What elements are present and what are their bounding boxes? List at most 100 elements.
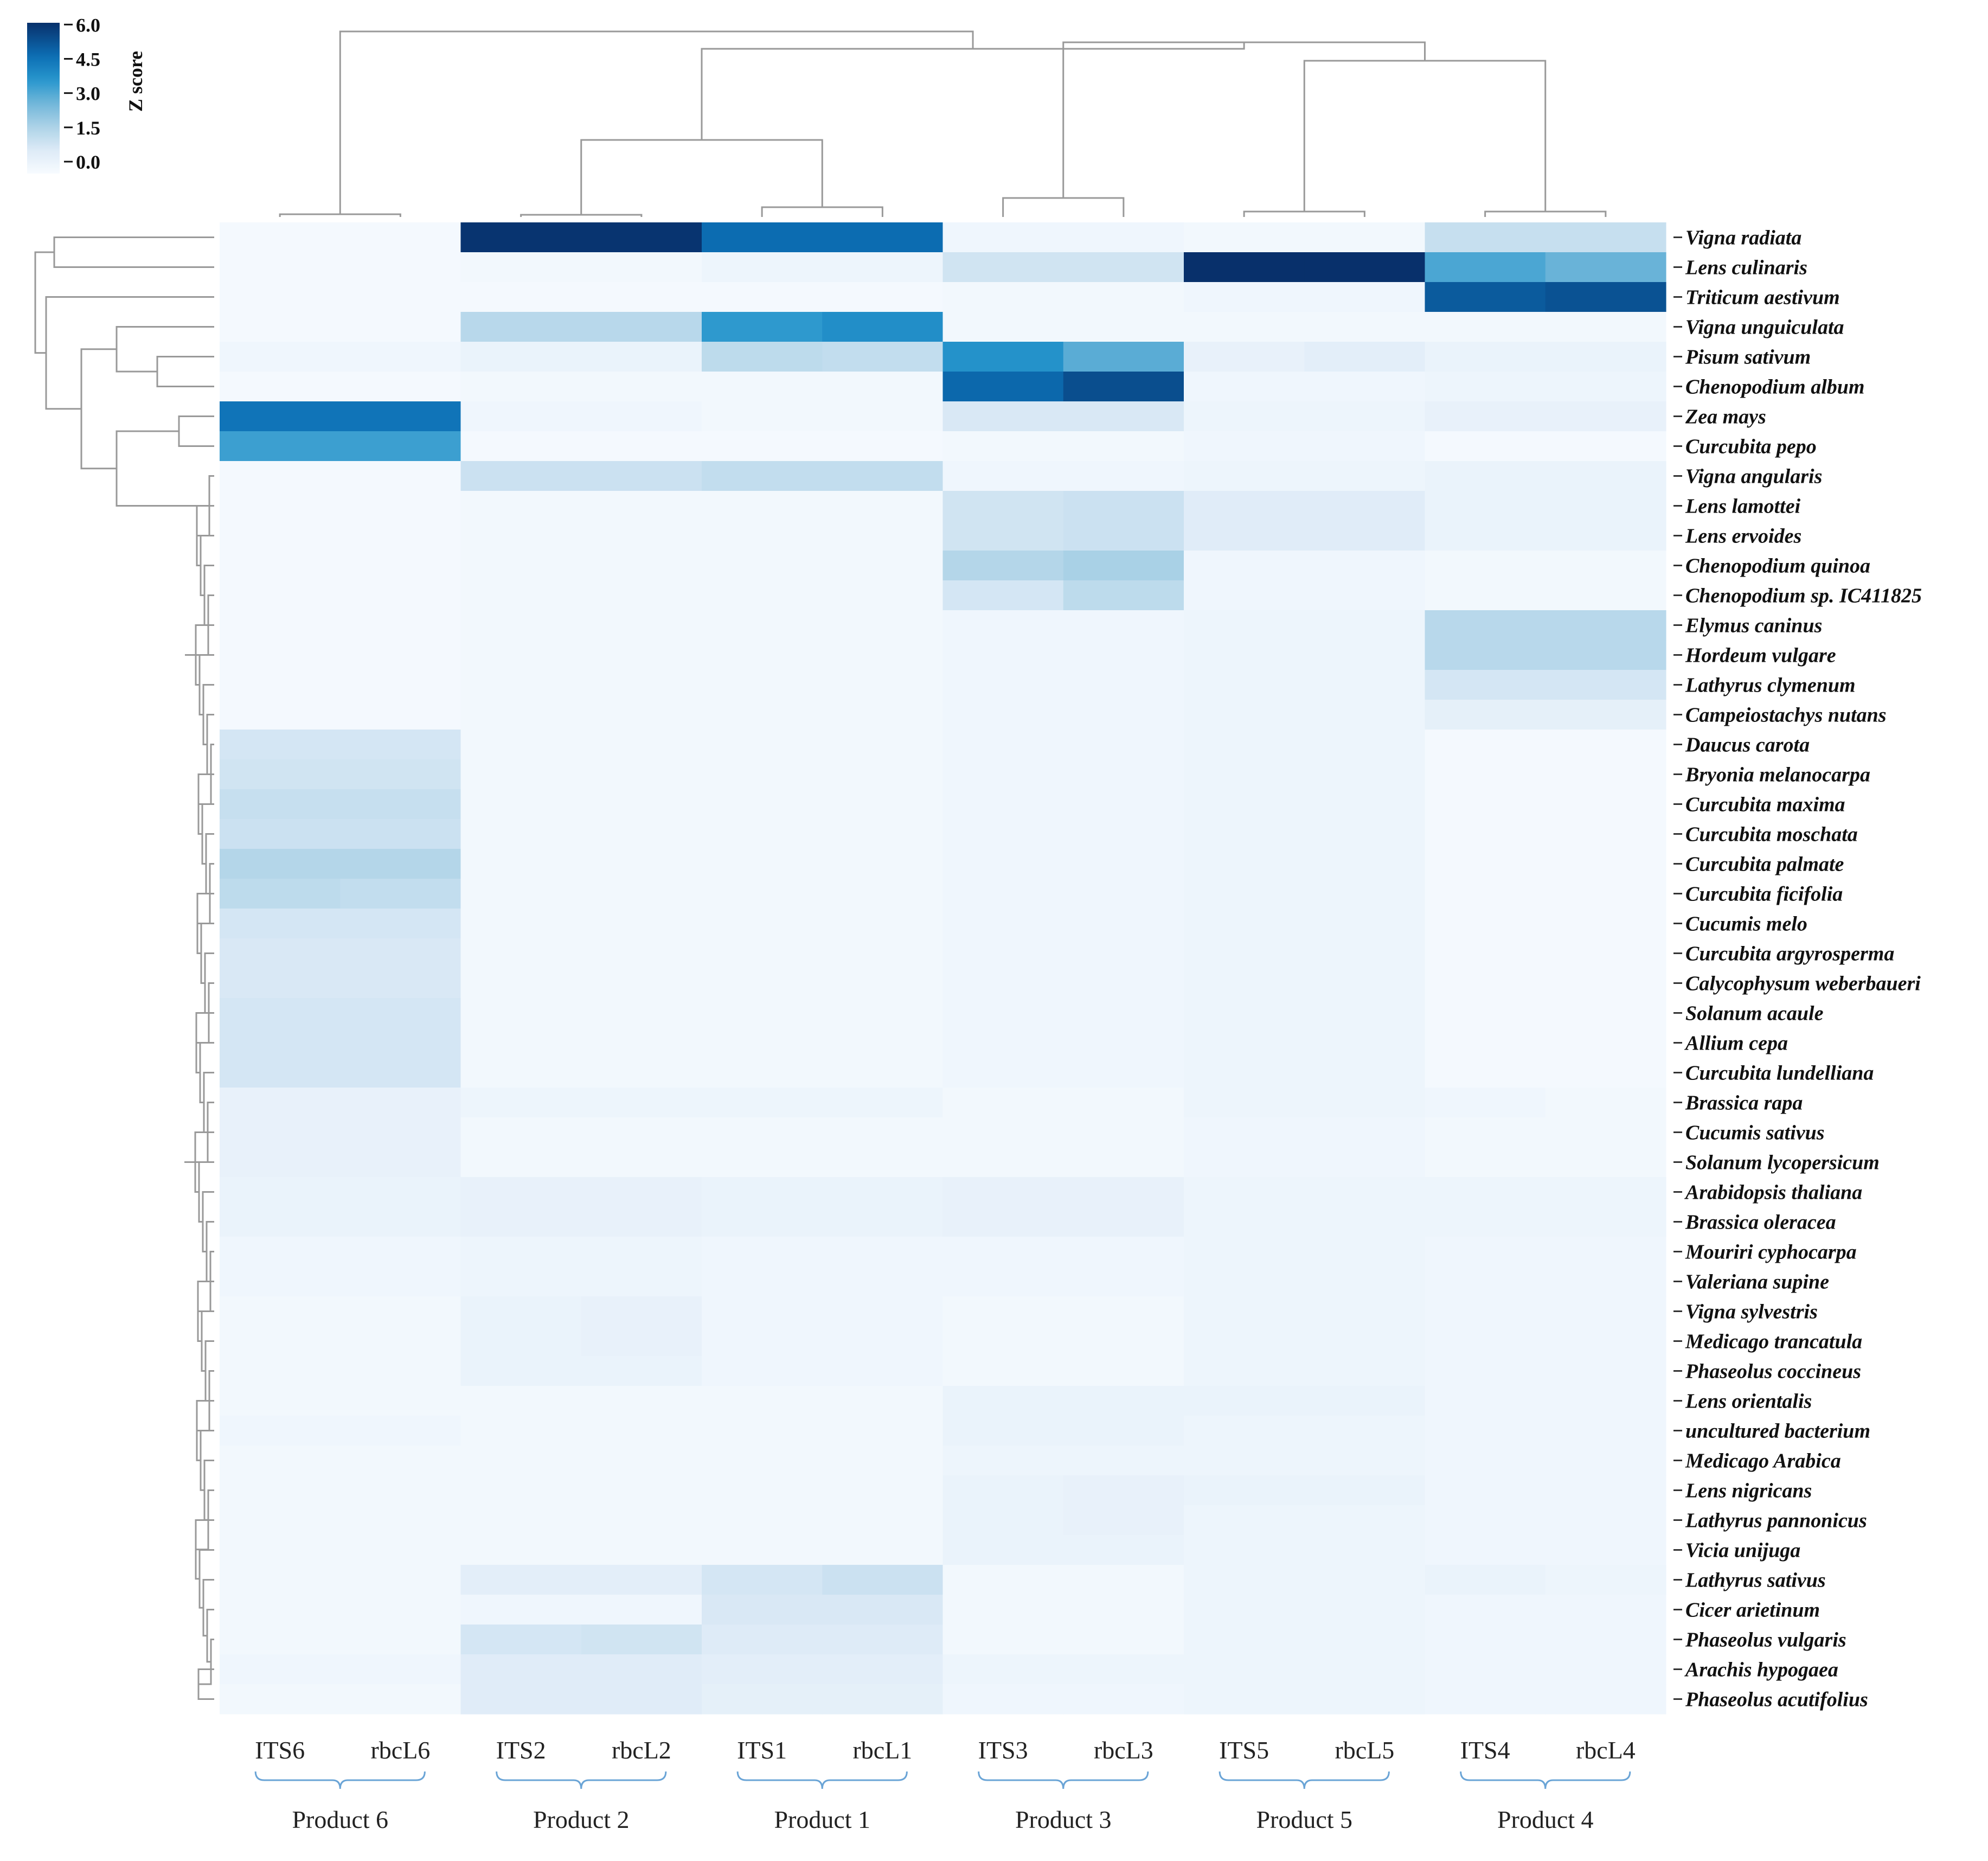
heatmap-cell-chenopodium-quinoa-its1	[702, 551, 823, 581]
heatmap-cell-chenopodium-album-rbcl2	[581, 372, 702, 402]
heatmap-cell-phaseolus-coccineus-rbcl2	[581, 1356, 702, 1386]
heatmap-cell-lathyrus-sativus-rbcl3	[1063, 1565, 1184, 1595]
group-label: Product 5	[1256, 1806, 1352, 1833]
heatmap-cell-chenopodium-album-its5	[1184, 372, 1305, 402]
heatmap-cell-bryonia-melanocarpa-rbcl1	[822, 759, 944, 790]
heatmap-cell-lens-culinaris-rbcl6	[340, 252, 461, 283]
heatmap-cell-solanum-lycopersicum-its5	[1184, 1147, 1305, 1178]
heatmap-cell-arachis-hypogaea-rbcl2	[581, 1654, 702, 1685]
heatmap-cell-curcubita-argyrosperma-rbcl6	[340, 938, 461, 969]
heatmap-cell-curcubita-palmate-its1	[702, 849, 823, 879]
heatmap-cell-curcubita-moschata-its5	[1184, 819, 1305, 849]
row-labels: Vigna radiata Lens culinaris Triticum aest…	[1673, 227, 1922, 1711]
heatmap-cell-solanum-lycopersicum-its4	[1425, 1147, 1546, 1178]
heatmap-cell-triticum-aestivum-rbcl3	[1063, 282, 1184, 312]
heatmap-cell-lathyrus-clymenum-rbcl5	[1304, 670, 1426, 700]
heatmap-cell-calycophysum-weberbaueri-its4	[1425, 968, 1546, 999]
heatmap-cell-medicago-trancatula-rbcl2	[581, 1326, 702, 1357]
heatmap-cell-chenopodium-sp-ic411825-its4	[1425, 580, 1546, 611]
heatmap-cell-vigna-angularis-its4	[1425, 461, 1546, 491]
heatmap-cell-hordeum-vulgare-its5	[1184, 640, 1305, 670]
heatmap-cell-cucumis-melo-its4	[1425, 909, 1546, 939]
heatmap-cell-curcubita-palmate-rbcl4	[1545, 849, 1666, 879]
heatmap-cell-medicago-arabica-its2	[460, 1446, 582, 1476]
row-label: Curcubita lundelliana	[1685, 1062, 1874, 1085]
heatmap-cell-curcubita-pepo-its3	[942, 431, 1064, 462]
heatmap-cell-cucumis-sativus-its1	[702, 1117, 823, 1148]
heatmap-cell-cucumis-melo-its2	[460, 909, 582, 939]
heatmap-cell-phaseolus-vulgaris-its4	[1425, 1625, 1546, 1655]
row-label: Allium cepa	[1684, 1032, 1788, 1055]
heatmap-cell-arachis-hypogaea-its2	[460, 1654, 582, 1685]
heatmap-cell-curcubita-lundelliana-rbcl5	[1304, 1058, 1426, 1088]
heatmap-cell-curcubita-maxima-rbcl2	[581, 789, 702, 820]
heatmap-cell-curcubita-lundelliana-rbcl4	[1545, 1058, 1666, 1088]
row-label: Chenopodium quinoa	[1685, 555, 1870, 578]
heatmap-cell-phaseolus-acutifolius-its5	[1184, 1684, 1305, 1715]
heatmap-cell-lathyrus-sativus-its2	[460, 1565, 582, 1595]
heatmap-cell-medicago-trancatula-rbcl6	[340, 1326, 461, 1357]
heatmap-cell-bryonia-melanocarpa-rbcl2	[581, 759, 702, 790]
row-label: Campeiostachys nutans	[1685, 704, 1887, 727]
heatmap-cell-chenopodium-sp-ic411825-its3	[942, 580, 1064, 611]
row-label: Arachis hypogaea	[1684, 1659, 1838, 1681]
heatmap-cell-chenopodium-album-its4	[1425, 372, 1546, 402]
heatmap-cell-curcubita-palmate-its4	[1425, 849, 1546, 879]
heatmap-cell-curcubita-ficifolia-rbcl1	[822, 879, 944, 909]
heatmap-cell-curcubita-argyrosperma-rbcl2	[581, 938, 702, 969]
heatmap-cell-curcubita-pepo-rbcl3	[1063, 431, 1184, 462]
heatmap-cell-arabidopsis-thaliana-its4	[1425, 1177, 1546, 1207]
heatmap-cell-elymus-caninus-its3	[942, 610, 1064, 641]
colorbar-title: Z score	[125, 51, 146, 112]
heatmap-cell-lens-ervoides-its4	[1425, 521, 1546, 551]
heatmap-cell-solanum-lycopersicum-rbcl6	[340, 1147, 461, 1178]
heatmap-cell-calycophysum-weberbaueri-rbcl1	[822, 968, 944, 999]
heatmap-cell-cicer-arietinum-its1	[702, 1595, 823, 1625]
column-root-merge	[339, 30, 974, 214]
heatmap-cell-lens-nigricans-its5	[1184, 1475, 1305, 1506]
heatmap-cell-campeiostachys-nutans-rbcl2	[581, 700, 702, 730]
column-merge	[1303, 60, 1547, 212]
heatmap-cell-curcubita-argyrosperma-rbcl5	[1304, 938, 1426, 969]
heatmap-cell-cucumis-sativus-rbcl2	[581, 1117, 702, 1148]
heatmap-cell-daucus-carota-rbcl3	[1063, 730, 1184, 760]
heatmap-cell-solanum-acaule-its2	[460, 998, 582, 1028]
heatmap-cell-solanum-lycopersicum-its1	[702, 1147, 823, 1178]
heatmap-cell-chenopodium-sp-ic411825-its5	[1184, 580, 1305, 611]
heatmap-cell-lathyrus-pannonicus-rbcl3	[1063, 1505, 1184, 1536]
heatmap-cell-lathyrus-pannonicus-its6	[220, 1505, 341, 1536]
heatmap-cell-brassica-oleracea-its5	[1184, 1207, 1305, 1237]
heatmap-cell-mouriri-cyphocarpa-rbcl2	[581, 1237, 702, 1267]
heatmap-cell-vicia-unijuga-rbcl3	[1063, 1535, 1184, 1565]
heatmap-cell-curcubita-lundelliana-rbcl6	[340, 1058, 461, 1088]
heatmap-cell-solanum-lycopersicum-rbcl5	[1304, 1147, 1426, 1178]
column-labels: ITS6 rbcL6 ITS2 rbcL2 ITS1 rbcL1 ITS3 rbcL3 ITS5…	[255, 1736, 1636, 1764]
heatmap-cell-solanum-acaule-rbcl2	[581, 998, 702, 1028]
heatmap-cell-arachis-hypogaea-rbcl4	[1545, 1654, 1666, 1685]
column-merge-pair	[279, 213, 401, 217]
heatmap-cell-uncultured-bacterium-rbcl5	[1304, 1416, 1426, 1446]
heatmap-cell-lathyrus-pannonicus-rbcl5	[1304, 1505, 1426, 1536]
heatmap-cell-curcubita-ficifolia-rbcl4	[1545, 879, 1666, 909]
heatmap-cell-lathyrus-clymenum-its6	[220, 670, 341, 700]
heatmap-cell-daucus-carota-its5	[1184, 730, 1305, 760]
heatmap-cell-daucus-carota-its2	[460, 730, 582, 760]
heatmap-cell-lens-culinaris-its4	[1425, 252, 1546, 283]
row-merge	[156, 356, 214, 387]
heatmap-cell-mouriri-cyphocarpa-its1	[702, 1237, 823, 1267]
heatmap-cell-vicia-unijuga-its4	[1425, 1535, 1546, 1565]
heatmap-cell-brassica-oleracea-its2	[460, 1207, 582, 1237]
heatmap-cell-lathyrus-clymenum-rbcl4	[1545, 670, 1666, 700]
heatmap-cell-chenopodium-album-its1	[702, 372, 823, 402]
heatmap-cell-phaseolus-vulgaris-its2	[460, 1625, 582, 1655]
heatmap-cell-vigna-radiata-its6	[220, 222, 341, 253]
heatmap-cell-allium-cepa-its5	[1184, 1028, 1305, 1058]
heatmap-cell-vigna-radiata-rbcl1	[822, 222, 944, 253]
row-label: Lathyrus clymenum	[1685, 674, 1856, 697]
heatmap-cell-cicer-arietinum-rbcl3	[1063, 1595, 1184, 1625]
heatmap-cell-curcubita-pepo-rbcl4	[1545, 431, 1666, 462]
heatmap-cell-curcubita-lundelliana-its5	[1184, 1058, 1305, 1088]
heatmap-cell-chenopodium-album-its6	[220, 372, 341, 402]
heatmap-cell-curcubita-maxima-rbcl1	[822, 789, 944, 820]
heatmap-cell-phaseolus-acutifolius-rbcl1	[822, 1684, 944, 1715]
